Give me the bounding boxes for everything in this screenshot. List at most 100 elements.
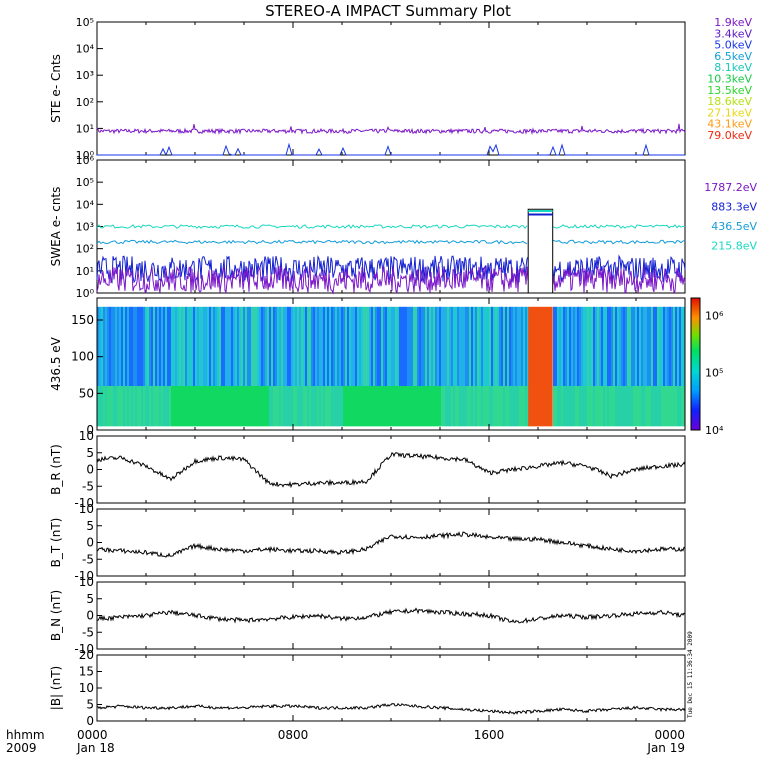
heatmap-cell [493, 306, 495, 386]
heatmap-cell [119, 306, 121, 386]
heatmap-cell [501, 386, 503, 427]
heatmap-cell [569, 386, 571, 427]
heatmap-cell [201, 386, 203, 427]
y-tick-label: 100 [71, 350, 94, 364]
heatmap-cell [237, 306, 239, 386]
y-tick-label: -10 [74, 496, 94, 510]
heatmap-cell [585, 306, 587, 386]
heatmap-cell [675, 386, 677, 427]
heatmap-cell [363, 306, 365, 386]
heatmap-cell [323, 306, 325, 386]
heatmap-cell [353, 306, 355, 386]
heatmap-cell [681, 386, 683, 427]
heatmap-cell [271, 306, 273, 386]
y-tick-label: 15 [79, 665, 94, 679]
heatmap-cell [241, 306, 243, 386]
heatmap-cell [575, 306, 577, 386]
heatmap-cell [453, 386, 455, 427]
heatmap-cell [161, 386, 163, 427]
heatmap-cell [223, 306, 225, 386]
heatmap-cell [349, 386, 351, 427]
heatmap-cell [513, 386, 515, 427]
heatmap-cell [381, 386, 383, 427]
heatmap-cell [223, 386, 225, 427]
heatmap-cell [325, 306, 327, 386]
heatmap-cell [377, 386, 379, 427]
heatmap-cell [263, 386, 265, 427]
heatmap-cell [467, 386, 469, 427]
heatmap-cell [299, 386, 301, 427]
heatmap-cell [381, 306, 383, 386]
heatmap-cell [287, 386, 289, 427]
heatmap-cell [437, 306, 439, 386]
b-ylabel: B_R (nT) [49, 444, 63, 495]
heatmap-cell [315, 306, 317, 386]
heatmap-cell [491, 306, 493, 386]
y-tick-label: 10¹ [76, 265, 94, 278]
heatmap-cell [467, 306, 469, 386]
y-tick-label: -5 [82, 625, 94, 639]
heatmap-cell [249, 306, 251, 386]
heatmap-cell [99, 306, 101, 386]
heatmap-cell [147, 386, 149, 427]
heatmap-cell [337, 386, 339, 427]
heatmap-cell [195, 386, 197, 427]
heatmap-cell [583, 306, 585, 386]
heatmap-cell [327, 386, 329, 427]
heatmap-cell [205, 386, 207, 427]
heatmap-cell [295, 386, 297, 427]
legend-entry: 18.6keV [707, 95, 752, 108]
heatmap-cell [127, 386, 129, 427]
heatmap-cell [331, 306, 333, 386]
heatmap-cell [261, 386, 263, 427]
heatmap-enhanced-block [528, 306, 553, 427]
heatmap-cell [597, 386, 599, 427]
heatmap-cell [215, 306, 217, 386]
heatmap-cell [649, 386, 651, 427]
heatmap-cell [621, 306, 623, 386]
heatmap-cell [627, 386, 629, 427]
heatmap-cell [273, 306, 275, 386]
heatmap-cell [469, 386, 471, 427]
y-tick-label: 10¹ [76, 122, 94, 135]
heatmap-cell [451, 306, 453, 386]
heatmap-cell [285, 306, 287, 386]
heatmap-cell [483, 386, 485, 427]
heatmap-cell [387, 306, 389, 386]
heatmap-cell [123, 386, 125, 427]
heatmap-cell [431, 386, 433, 427]
heatmap-cell [469, 306, 471, 386]
heatmap-cell [649, 306, 651, 386]
y-tick-label: 10 [79, 575, 94, 589]
heatmap-cell [227, 306, 229, 386]
heatmap-cell [417, 386, 419, 427]
legend-entry: 436.5eV [711, 220, 757, 233]
heatmap-cell [225, 386, 227, 427]
heatmap-cell [407, 386, 409, 427]
heatmap-cell [303, 306, 305, 386]
heatmap-cell [573, 306, 575, 386]
heatmap-cell [631, 306, 633, 386]
y-tick-label: 0 [86, 714, 94, 728]
y-tick-label: -5 [82, 479, 94, 493]
heatmap-cell [257, 306, 259, 386]
heatmap-cell [637, 386, 639, 427]
heatmap-cell [299, 306, 301, 386]
heatmap-cell [461, 386, 463, 427]
heatmap-cell [521, 306, 523, 386]
heatmap-cell [643, 386, 645, 427]
heatmap-cell [315, 386, 317, 427]
heatmap-cell [563, 386, 565, 427]
heatmap-cell [515, 386, 517, 427]
heatmap-cell [455, 386, 457, 427]
heatmap-cell [391, 306, 393, 386]
heatmap-cell [495, 386, 497, 427]
heatmap-cell [115, 386, 117, 427]
heatmap-cell [259, 386, 261, 427]
heatmap-cell [385, 386, 387, 427]
heatmap-cell [153, 306, 155, 386]
heatmap-cell [581, 306, 583, 386]
heatmap-cell [625, 386, 627, 427]
heatmap-cell [313, 386, 315, 427]
heatmap-cell [269, 306, 271, 386]
